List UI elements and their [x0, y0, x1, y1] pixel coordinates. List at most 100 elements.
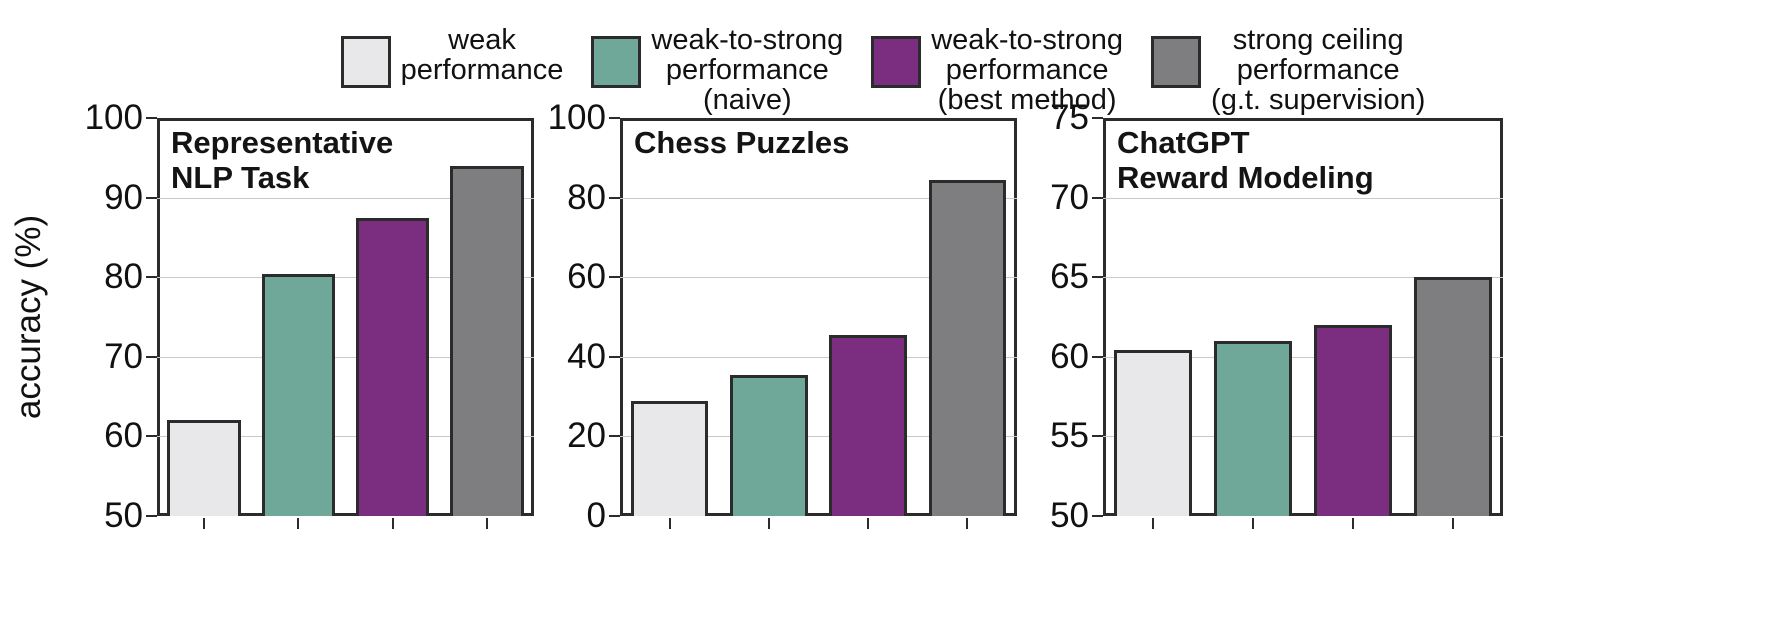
bar-4: [1414, 277, 1492, 516]
y-tickmark-65: [1092, 276, 1103, 279]
chart-panel-3: 50 55 60 65 70 75 ChatGPT Reward Modeling: [1050, 98, 1503, 535]
y-tick-label-75: 75: [1050, 98, 1089, 137]
x-tickmark-1: [668, 518, 671, 529]
legend-label-weak-to-strong-naive: weak-to-strong performance (naive): [651, 24, 844, 117]
y-tick-label-90: 90: [104, 177, 143, 217]
y-tick-label-50: 50: [1050, 496, 1089, 535]
bar-slot-4: [440, 118, 534, 529]
x-tickmark-2: [1252, 518, 1254, 529]
x-tickmark-1: [203, 518, 206, 529]
y-tickmark-60: [609, 276, 620, 279]
x-tickmark-4: [1452, 518, 1454, 529]
y-tick-label-65: 65: [1050, 257, 1089, 297]
panel-title: Chess Puzzles: [634, 125, 850, 160]
legend-swatch-weak-to-strong-naive: [591, 36, 642, 88]
chart-panel-1: 50 60 70 80 90 100 Representative NLP Task accu…: [9, 98, 534, 535]
x-tickmark-3: [391, 518, 394, 529]
gridline-90: [157, 197, 534, 199]
y-tick-label-0: 0: [586, 496, 606, 535]
y-tickmark-55: [1092, 435, 1103, 438]
gridlines: 0 20 40 60 80 100: [548, 98, 1017, 535]
y-tick-label-60: 60: [1050, 336, 1089, 376]
bar-slot-1: [620, 118, 719, 529]
y-tick-label-55: 55: [1050, 416, 1089, 456]
bar-slot-1: [157, 118, 251, 529]
bar-slot-2: [1203, 118, 1303, 529]
legend-label-strong-ceiling: strong ceiling performance (g.t. supervi…: [1211, 24, 1426, 117]
y-axis-label: accuracy (%): [9, 214, 48, 420]
bar-2: [1214, 340, 1292, 516]
bar-4: [450, 165, 524, 516]
y-tickmark-0: [609, 515, 620, 517]
gridline-20: [620, 436, 1017, 438]
bar-group: [157, 118, 534, 529]
bar-slot-4: [918, 118, 1017, 529]
x-tickmark-4: [485, 518, 488, 529]
bar-3: [1314, 324, 1392, 516]
y-tick-label-40: 40: [567, 336, 606, 376]
bar-2: [730, 374, 808, 516]
x-tickmark-3: [1352, 518, 1354, 529]
gridline-40: [620, 356, 1017, 358]
y-tick-label-80: 80: [104, 257, 143, 297]
bar-slot-3: [819, 118, 918, 529]
bar-1: [167, 420, 241, 516]
bar-3: [355, 217, 430, 516]
gridline-70: [157, 356, 534, 358]
legend-entry-weak-to-strong-naive: weak-to-strong performance (naive): [577, 14, 857, 115]
gridline-60: [1103, 356, 1503, 358]
y-tickmark-60: [1092, 355, 1103, 358]
legend-entry-weak-to-strong-best: weak-to-strong performance (best method): [857, 14, 1137, 115]
y-tick-label-100: 100: [547, 98, 606, 137]
gridline-60: [620, 277, 1017, 279]
x-tickmark-2: [767, 518, 770, 529]
y-tickmark-70: [146, 355, 157, 358]
gridlines: 50 60 70 80 90 100: [85, 98, 534, 535]
legend-swatch-weak-performance: [340, 36, 391, 88]
x-tickmark-1: [1152, 518, 1154, 529]
gridlines: 50 55 60 65 70 75: [1050, 98, 1503, 535]
y-tickmark-50: [146, 515, 157, 517]
gridline-80: [620, 197, 1017, 199]
y-tick-label-50: 50: [104, 496, 143, 535]
gridline-70: [1103, 197, 1503, 199]
legend-label-weak-performance: weak performance: [400, 24, 564, 87]
legend-swatch-weak-to-strong-best: [871, 36, 922, 88]
y-tick-label-20: 20: [567, 416, 606, 456]
y-tick-label-60: 60: [104, 416, 143, 456]
y-tickmark-90: [146, 196, 157, 199]
y-tick-label-70: 70: [104, 336, 143, 376]
panel-title: ChatGPT Reward Modeling: [1117, 125, 1374, 195]
bar-3: [829, 334, 907, 516]
bar-4: [928, 179, 1007, 516]
y-tickmark-50: [1092, 515, 1103, 517]
bar-1: [1114, 350, 1192, 516]
y-tick-label-80: 80: [567, 177, 606, 217]
gridline-65: [1103, 277, 1503, 279]
panel-title: Representative NLP Task: [171, 125, 394, 195]
y-tick-label-70: 70: [1050, 177, 1089, 217]
y-tickmark-40: [609, 355, 620, 358]
bar-group: [620, 118, 1017, 529]
legend-label-weak-to-strong-best: weak-to-strong performance (best method): [931, 24, 1124, 117]
bar-1: [630, 400, 709, 516]
x-tickmark-2: [297, 518, 300, 529]
gridline-80: [157, 277, 534, 279]
y-tickmark-100: [146, 117, 157, 119]
bar-slot-1: [1103, 118, 1203, 529]
y-tick-label-100: 100: [84, 98, 143, 137]
legend-entry-strong-ceiling: strong ceiling performance (g.t. supervi…: [1137, 14, 1439, 115]
bar-group: [1103, 118, 1503, 529]
legend-swatch-strong-ceiling: [1151, 36, 1202, 88]
bar-2: [261, 274, 336, 516]
bar-slot-2: [251, 118, 345, 529]
x-tickmark-4: [966, 518, 969, 529]
y-tickmark-75: [1092, 117, 1103, 119]
bar-slot-4: [1403, 118, 1503, 529]
gridline-55: [1103, 436, 1503, 438]
bar-slot-2: [719, 118, 818, 529]
legend-entry-weak-performance: weak performance: [327, 14, 578, 88]
bar-slot-3: [1303, 118, 1403, 529]
x-tickmark-3: [867, 518, 870, 529]
